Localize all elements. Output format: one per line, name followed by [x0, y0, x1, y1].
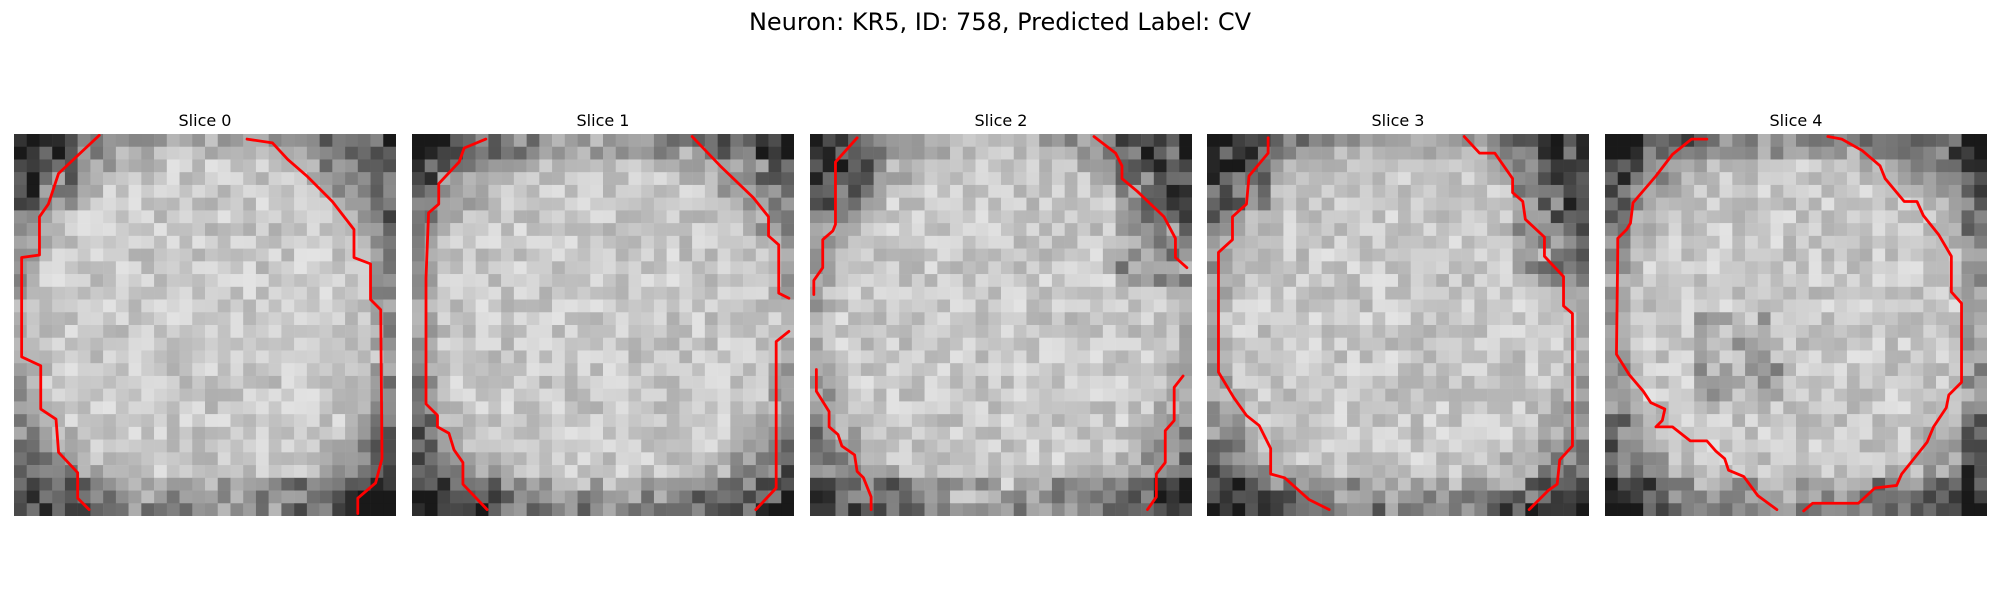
contour-right — [690, 135, 791, 300]
contour-cell-boundary-right — [1802, 135, 1963, 513]
contour-right-upper — [1092, 135, 1189, 270]
slice-title-3: Slice 3 — [1371, 111, 1425, 130]
slice-image-3 — [1207, 134, 1589, 516]
contour-left — [1217, 136, 1331, 512]
contour-right — [1462, 135, 1574, 512]
slice-panel-2: Slice 2 — [810, 108, 1192, 516]
contour-right-lower — [754, 329, 791, 512]
contour-left — [424, 137, 489, 512]
contour-left — [20, 134, 101, 512]
slice-title-0: Slice 0 — [178, 111, 232, 130]
slice-panel-0: Slice 0 — [14, 108, 396, 516]
contour-right-lower — [1146, 374, 1185, 512]
slice-panel-1: Slice 1 — [412, 108, 794, 516]
slice-title-1: Slice 1 — [576, 111, 630, 130]
slice-image-2 — [810, 134, 1192, 516]
slice-panel-4: Slice 4 — [1605, 108, 1987, 516]
slice-image-0 — [14, 134, 396, 516]
slice-image-4 — [1605, 134, 1987, 516]
figure-title: Neuron: KR5, ID: 758, Predicted Label: C… — [748, 8, 1252, 36]
slice-panel-3: Slice 3 — [1207, 108, 1589, 516]
contour-cell-boundary — [1615, 137, 1779, 512]
contour-right — [245, 137, 384, 515]
slice-title-2: Slice 2 — [974, 111, 1028, 130]
contour-left-upper — [812, 136, 859, 296]
slice-image-1 — [412, 134, 794, 516]
contour-left-lower — [814, 368, 873, 512]
slice-title-4: Slice 4 — [1769, 111, 1823, 130]
